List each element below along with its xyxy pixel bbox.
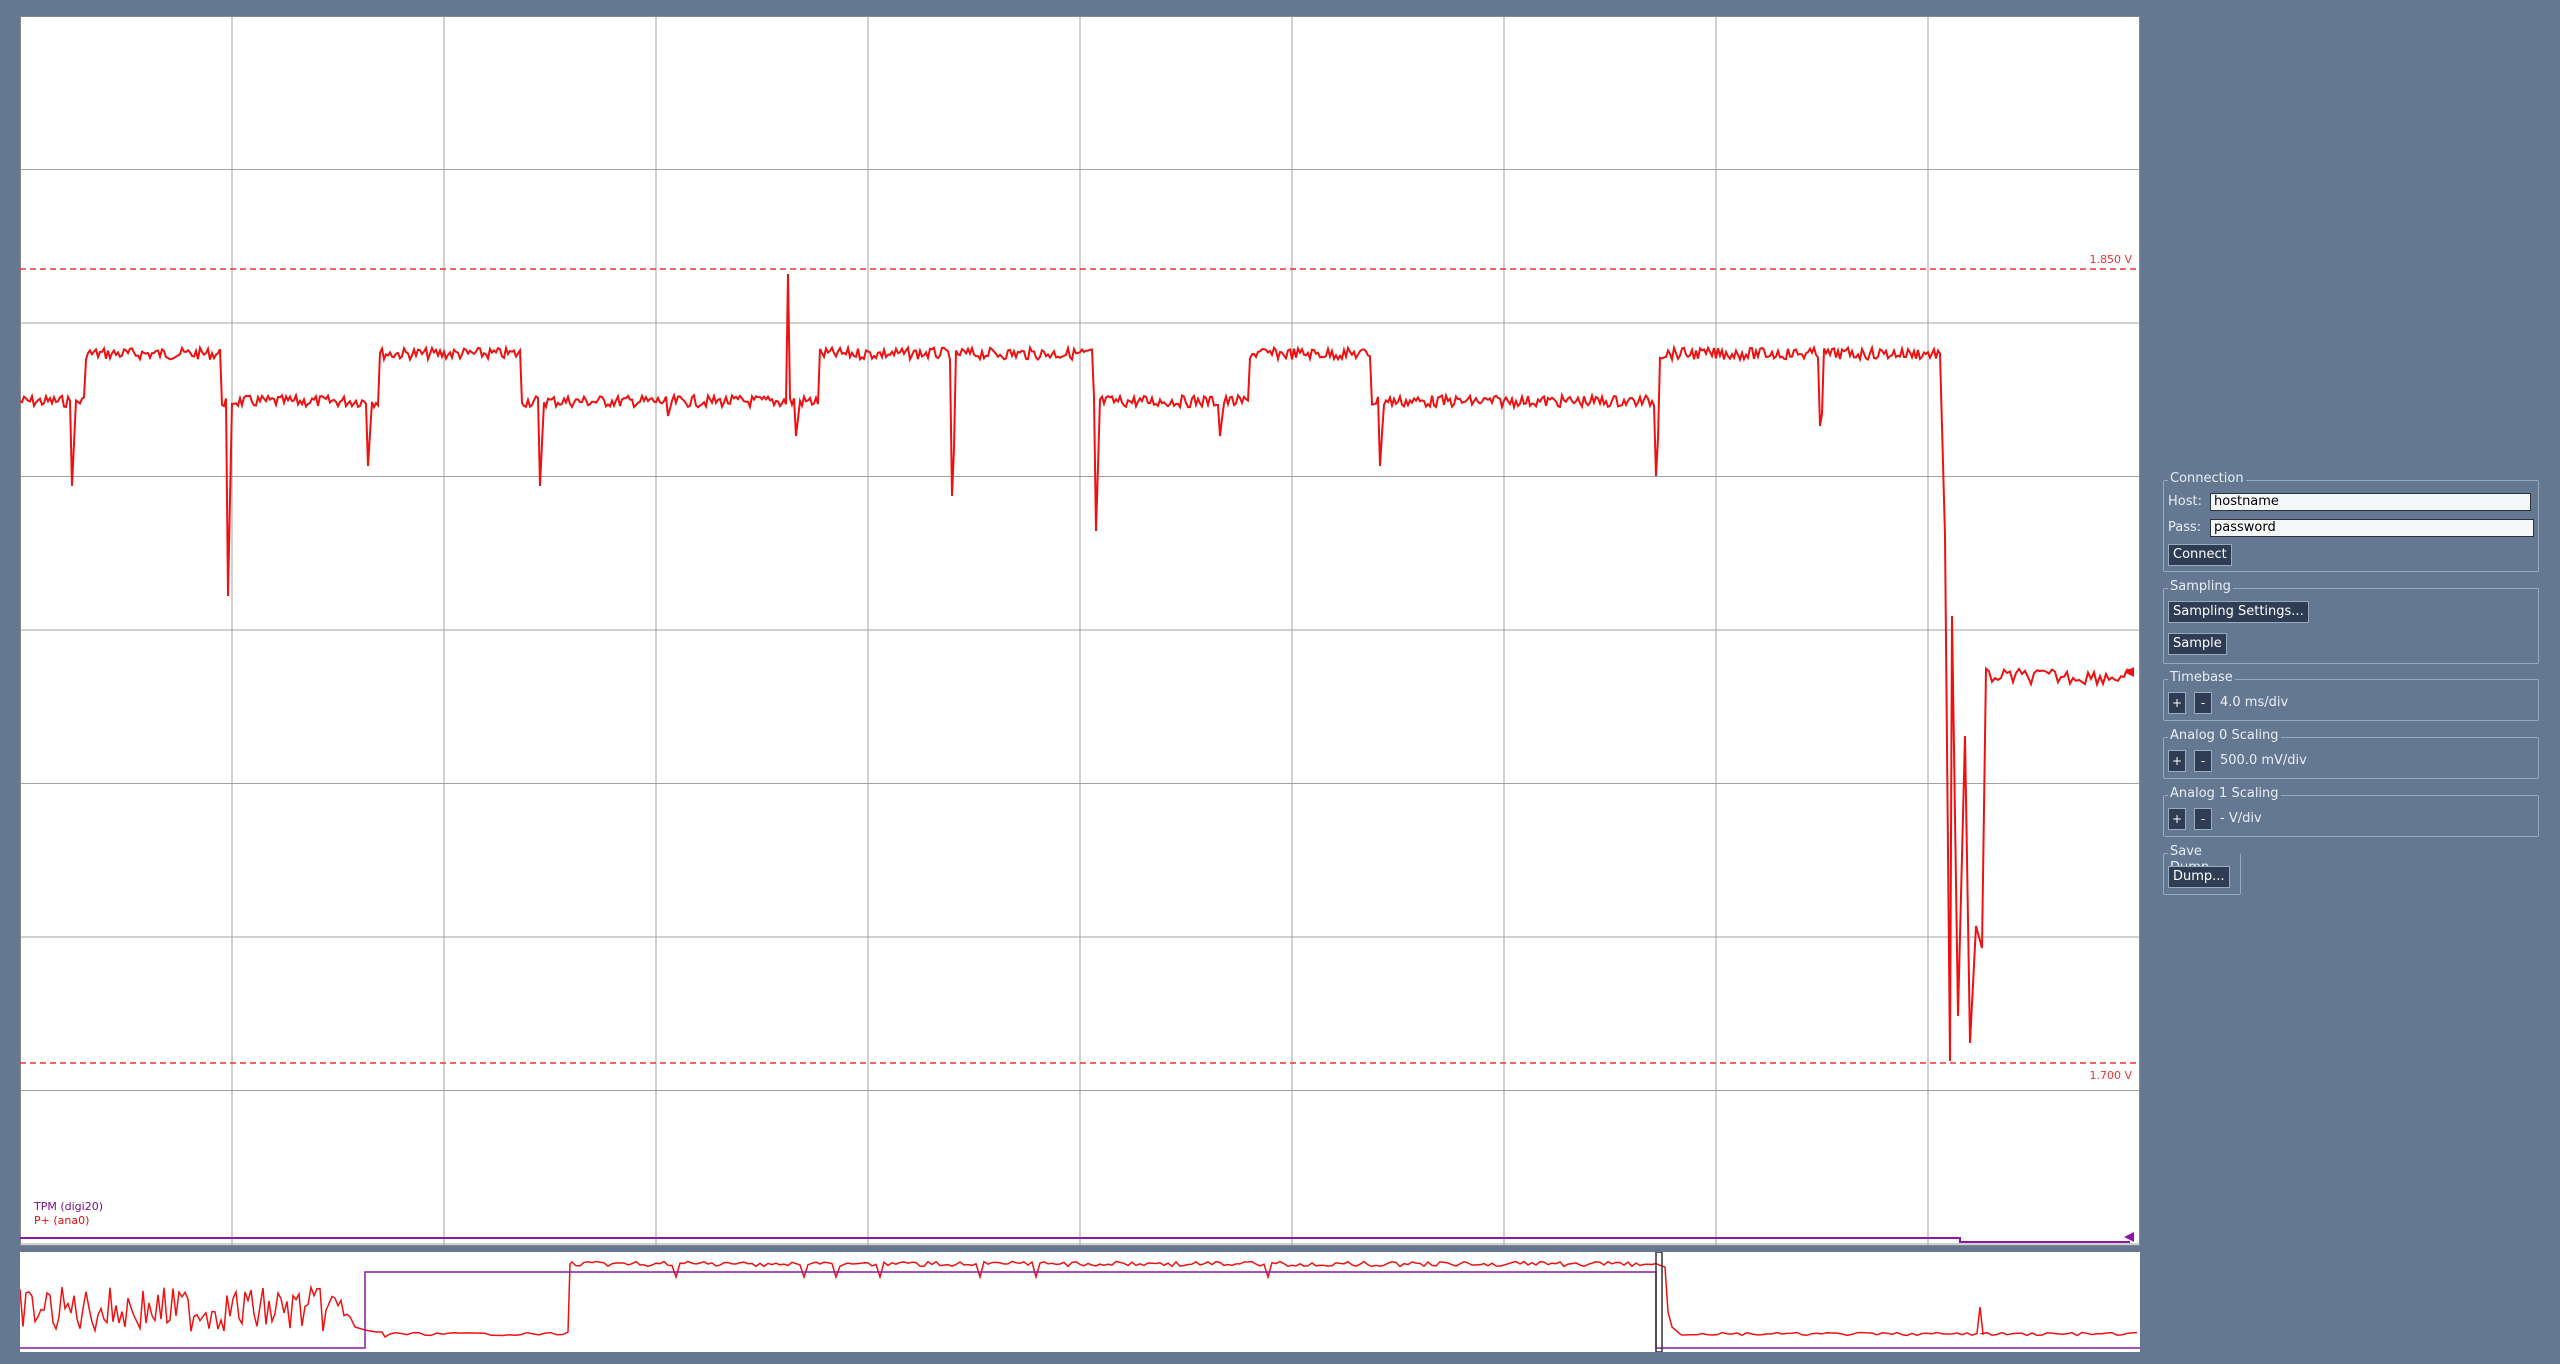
plot-border <box>20 16 2140 1246</box>
legend-digital: TPM (digi20) <box>34 1200 103 1213</box>
password-input[interactable]: password <box>2210 519 2534 537</box>
legend-analog: P+ (ana0) <box>34 1214 90 1227</box>
timebase-group: Timebase + - 4.0 ms/div <box>2163 670 2539 721</box>
analog0-value: 500.0 mV/div <box>2220 753 2307 768</box>
sampling-title: Sampling <box>2168 579 2233 595</box>
digital-trace <box>20 1237 2130 1243</box>
analog1-plus-button[interactable]: + <box>2168 808 2186 830</box>
timebase-title: Timebase <box>2168 670 2235 686</box>
sample-button[interactable]: Sample <box>2168 633 2227 655</box>
trigger-marker-digital <box>2124 1232 2134 1242</box>
overview-view-window <box>1655 1252 1663 1352</box>
analog1-value: - V/div <box>2220 811 2262 826</box>
overview-strip[interactable] <box>20 1252 2140 1352</box>
analog0-minus-button[interactable]: - <box>2194 750 2212 772</box>
pass-label: Pass: <box>2168 520 2202 535</box>
ref-label-low: 1.700 V <box>2089 1069 2132 1082</box>
analog1-title: Analog 1 Scaling <box>2168 786 2281 802</box>
overview-plot[interactable] <box>20 1252 2140 1352</box>
scope-plot[interactable]: 1.850 V 1.700 V <box>20 16 2140 1246</box>
overview-digital-trace <box>20 1271 2140 1349</box>
sampling-group: Sampling Sampling Settings... Sample <box>2163 579 2539 664</box>
dump-button[interactable]: Dump... <box>2168 866 2230 888</box>
analog0-plus-button[interactable]: + <box>2168 750 2186 772</box>
host-label: Host: <box>2168 494 2202 509</box>
save-dump-group: Save Dump Dump... <box>2163 844 2241 895</box>
host-input[interactable]: hostname <box>2210 493 2531 511</box>
analog1-minus-button[interactable]: - <box>2194 808 2212 830</box>
timebase-plus-button[interactable]: + <box>2168 692 2186 714</box>
ref-label-high: 1.850 V <box>2089 253 2132 266</box>
overview-analog-trace <box>20 1260 2138 1339</box>
connection-title: Connection <box>2168 471 2246 487</box>
analog0-group: Analog 0 Scaling + - 500.0 mV/div <box>2163 728 2539 779</box>
connection-group: Connection Host: hostname Pass: password… <box>2163 471 2539 572</box>
connect-button[interactable]: Connect <box>2168 544 2232 566</box>
trigger-marker-analog <box>2124 667 2134 677</box>
timebase-minus-button[interactable]: - <box>2194 692 2212 714</box>
scope-display[interactable]: 1.850 V 1.700 V TPM (digi20) P+ (ana0) <box>20 16 2140 1246</box>
analog-trace <box>20 273 2134 1062</box>
sampling-settings-button[interactable]: Sampling Settings... <box>2168 601 2309 623</box>
timebase-value: 4.0 ms/div <box>2220 695 2289 710</box>
analog0-title: Analog 0 Scaling <box>2168 728 2281 744</box>
analog1-group: Analog 1 Scaling + - - V/div <box>2163 786 2539 837</box>
